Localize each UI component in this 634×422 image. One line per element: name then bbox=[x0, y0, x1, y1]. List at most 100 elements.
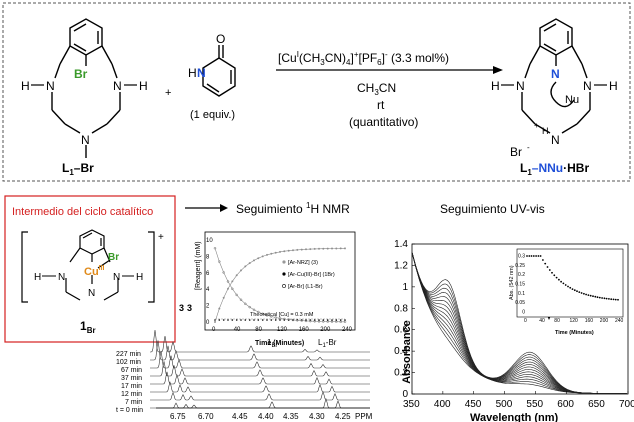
uv-inset-point bbox=[608, 298, 610, 300]
nmr-x-tick: 4.45 bbox=[232, 412, 248, 421]
product-nu: Nu bbox=[565, 94, 579, 106]
intermediate-n-left: N bbox=[58, 272, 65, 283]
nmr-inset-x-tick: 40 bbox=[234, 327, 241, 333]
nmr-inset-point bbox=[235, 319, 238, 321]
intermediate-br: Br bbox=[108, 252, 119, 263]
uv-inset-point bbox=[537, 255, 540, 257]
product-h-plus: H bbox=[542, 126, 549, 136]
uv-x-tick: 350 bbox=[403, 399, 420, 410]
uv-x-tick: 650 bbox=[588, 399, 605, 410]
nmr-time-labels: 227 min 102 min 67 min 37 min 17 min 12 … bbox=[116, 351, 143, 414]
nmr-inset-legend-item: [Ar-NRZ] (3) bbox=[288, 260, 318, 266]
uv-inset-y-tick: 0.05 bbox=[515, 300, 525, 306]
uv-inset-y-tick: 0.2 bbox=[518, 272, 525, 278]
uv-inset-point bbox=[589, 294, 592, 297]
uv-inset-point bbox=[530, 255, 533, 257]
nmr-trace bbox=[150, 371, 370, 385]
uv-inset-point bbox=[573, 289, 576, 292]
nmr-inset-ticks: 0 40 80 120 160 200 240 0 2 4 6 8 10 bbox=[206, 238, 353, 333]
product-n-right: N bbox=[583, 79, 592, 93]
reactant-label: L1–Br bbox=[62, 161, 94, 177]
nmr-inset-point bbox=[261, 319, 264, 321]
uv-inset-point bbox=[569, 286, 572, 289]
uv-inset-point bbox=[594, 295, 597, 298]
uv-inset-point bbox=[605, 297, 608, 300]
product-n-aryl: N bbox=[551, 67, 560, 81]
product-plus-charge: + bbox=[534, 121, 539, 130]
nmr-inset-point bbox=[335, 319, 338, 321]
reactant-h-right: H bbox=[139, 79, 148, 93]
pyridone-nitrogen: N bbox=[197, 66, 206, 80]
nmr-trace bbox=[150, 329, 370, 353]
intermediate-cu: CuIII bbox=[84, 265, 105, 278]
nmr-time-label: t = 0 min bbox=[116, 407, 143, 414]
reactant-n-center: N bbox=[81, 133, 90, 147]
uv-inset-point bbox=[526, 255, 528, 257]
intermediate-title: Intermedio del ciclo catalítico bbox=[12, 206, 153, 218]
uv-y-tick: 1 bbox=[402, 282, 408, 293]
nmr-inset-xlabel: Time (Minutes) bbox=[255, 340, 304, 347]
uv-inset-point bbox=[571, 288, 574, 290]
pyridone-oxygen: O bbox=[216, 32, 225, 46]
nmr-inset-point bbox=[326, 319, 329, 321]
reactant-n-right: N bbox=[113, 79, 122, 93]
uv-inset-point bbox=[553, 274, 556, 277]
uv-inset-point bbox=[548, 269, 551, 271]
uv-ticks: 350 400 450 500 550 600 650 70000.20.40.60.811.… bbox=[394, 239, 634, 410]
uv-inset-y-tick: 0.25 bbox=[515, 263, 525, 269]
uv-inset-ticks: 0 40 80 120 160 200 240 0 0.05 0.1 0.15 0.2 0.25 0.3 bbox=[515, 254, 623, 325]
uv-inset-point bbox=[587, 294, 590, 296]
uv-inset-x-tick: 200 bbox=[600, 318, 609, 324]
uv-x-tick: 450 bbox=[465, 399, 482, 410]
uv-y-tick: 1.2 bbox=[394, 260, 408, 271]
nmr-inset-point bbox=[305, 319, 307, 321]
uv-inset-y-tick: 0.3 bbox=[518, 254, 525, 260]
nmr-inset-point bbox=[213, 246, 217, 250]
intermediate-structure bbox=[65, 229, 119, 301]
product-structure bbox=[521, 18, 591, 134]
uv-y-tick: 0.2 bbox=[394, 368, 408, 379]
nmr-inset-point bbox=[257, 310, 260, 314]
product-br-minus: - bbox=[527, 143, 530, 152]
nmr-inset-point bbox=[318, 319, 320, 321]
product-br-anion: Br bbox=[510, 145, 522, 159]
nmr-x-tick: 4.35 bbox=[283, 412, 299, 421]
uv-inset-point bbox=[564, 284, 567, 286]
legend-marker-open bbox=[282, 284, 286, 288]
uv-inset-point bbox=[617, 298, 619, 301]
uv-inset-point bbox=[558, 278, 560, 281]
nmr-inset-point bbox=[231, 319, 234, 321]
uv-x-tick: 600 bbox=[557, 399, 574, 410]
uv-inset-point bbox=[528, 255, 531, 257]
uv-y-tick: 0.6 bbox=[394, 325, 408, 336]
nmr-inset-point bbox=[257, 319, 260, 321]
uv-inset-x-tick: 120 bbox=[570, 318, 579, 324]
uv-curves bbox=[411, 251, 627, 394]
nmr-inset-legend-item: [Ar-Cu(III)-Br] (1Br) bbox=[288, 272, 335, 278]
uv-inset-point bbox=[544, 262, 547, 265]
nmr-inset-x-tick: 0 bbox=[212, 327, 216, 333]
solvent-label: CH3CN bbox=[357, 81, 396, 97]
nmr-inset-point bbox=[313, 319, 316, 321]
nmr-time-label: 37 min bbox=[121, 375, 142, 382]
uv-inset-point bbox=[610, 298, 613, 301]
nmr-inset-y-tick: 0 bbox=[206, 320, 210, 326]
nmr-time-label: 67 min bbox=[121, 367, 142, 374]
nmr-trace bbox=[150, 397, 370, 409]
nmr-inset-point bbox=[248, 319, 251, 321]
nmr-x-tick: 4.40 bbox=[258, 412, 274, 421]
uv-inset-point bbox=[539, 255, 542, 257]
nmr-inset-legend-item: [Ar-Br] (L1-Br) bbox=[288, 284, 323, 290]
uv-inset-point bbox=[555, 276, 558, 279]
nmr-inset-point bbox=[266, 319, 268, 321]
intermediate-box bbox=[4, 195, 176, 343]
nmr-x-unit: PPM bbox=[355, 412, 373, 421]
nmr-inset-legend: [Ar-NRZ] (3) [Ar-Cu(III)-Br] (1Br) [Ar-B… bbox=[288, 260, 335, 290]
nmr-x-tick: 6.75 bbox=[170, 412, 186, 421]
uv-inset-point bbox=[532, 255, 535, 257]
uv-inset-plot bbox=[526, 255, 619, 301]
uv-inset-point bbox=[612, 298, 615, 301]
nmr-inset-point bbox=[270, 319, 273, 321]
nmr-inset-x-tick: 200 bbox=[320, 327, 331, 333]
nmr-inset-curve bbox=[214, 248, 345, 323]
